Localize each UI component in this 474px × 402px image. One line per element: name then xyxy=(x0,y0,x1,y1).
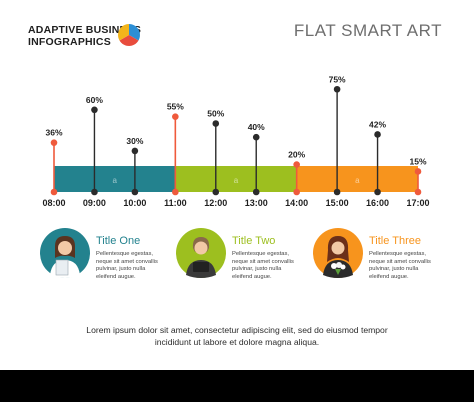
value-label-15:00: 75% xyxy=(329,74,346,84)
pie-logo-slice-blue xyxy=(129,24,140,41)
value-label-17:00: 15% xyxy=(409,156,426,166)
band-label-2: a xyxy=(234,176,239,185)
value-label-10:00: 30% xyxy=(126,136,143,146)
timeline-band-1 xyxy=(54,166,176,192)
band-label-3: a xyxy=(355,176,360,185)
time-label-17:00: 17:00 xyxy=(406,198,429,208)
stem-top-dot-10:00 xyxy=(131,147,139,155)
stem-base-dot-14:00 xyxy=(293,188,300,196)
stem-base-dot-10:00 xyxy=(131,188,139,196)
info-card-two: Title Two Pellentesque egestas, neque si… xyxy=(176,228,314,290)
footer-text: Lorem ipsum dolor sit amet, consectetur … xyxy=(86,325,388,347)
time-label-11:00: 11:00 xyxy=(164,198,187,208)
value-label-09:00: 60% xyxy=(86,95,103,105)
band-label-1: a xyxy=(112,176,117,185)
value-label-12:00: 50% xyxy=(207,109,224,119)
stem-top-dot-14:00 xyxy=(293,161,300,168)
avatar-woman-flowers-icon xyxy=(313,228,363,278)
avatar-woman-tablet-icon xyxy=(176,228,226,278)
time-label-16:00: 16:00 xyxy=(366,198,389,208)
bottom-dark-bar xyxy=(0,370,474,402)
stem-top-dot-15:00 xyxy=(333,85,341,93)
card-text-one: Pellentesque egestas, neque sit amet con… xyxy=(96,251,158,280)
pie-logo-slice-yellow xyxy=(118,24,129,41)
stem-top-dot-13:00 xyxy=(252,133,260,141)
avatar-woman-documents-icon xyxy=(40,228,90,278)
info-card-three: Title Three Pellentesque egestas, neque … xyxy=(313,228,451,290)
time-label-10:00: 10:00 xyxy=(123,198,146,208)
time-label-08:00: 08:00 xyxy=(42,198,65,208)
stem-top-dot-12:00 xyxy=(212,120,220,127)
card-title-three: Title Three xyxy=(369,235,421,247)
card-text-two: Pellentesque egestas, neque sit amet con… xyxy=(232,251,294,280)
stem-base-dot-09:00 xyxy=(91,188,98,196)
stem-base-dot-17:00 xyxy=(414,188,422,196)
time-label-14:00: 14:00 xyxy=(285,198,308,208)
stem-base-dot-12:00 xyxy=(212,188,220,196)
card-title-two: Title Two xyxy=(232,235,276,247)
stem-top-dot-11:00 xyxy=(172,113,179,120)
stem-base-dot-11:00 xyxy=(172,188,179,196)
stem-top-dot-17:00 xyxy=(414,168,422,175)
time-label-09:00: 09:00 xyxy=(83,198,106,208)
timeline-chart: a a a 36% 08:00 60% 09:00 30% 10:00 55% 11:00 50% 12… xyxy=(42,74,429,208)
stem-top-dot-16:00 xyxy=(374,131,381,138)
time-label-12:00: 12:00 xyxy=(204,198,227,208)
card-title-one: Title One xyxy=(96,235,141,247)
value-label-14:00: 20% xyxy=(288,150,305,160)
value-label-08:00: 36% xyxy=(45,128,62,138)
stem-base-dot-15:00 xyxy=(333,188,341,196)
info-card-one: Title One Pellentesque egestas, neque si… xyxy=(40,228,178,290)
value-label-13:00: 40% xyxy=(248,122,265,132)
time-label-13:00: 13:00 xyxy=(245,198,268,208)
pie-logo-icon xyxy=(118,24,140,46)
page-title: FLAT SMART ART xyxy=(293,21,442,40)
stem-top-dot-08:00 xyxy=(50,139,58,146)
stem-base-dot-13:00 xyxy=(252,188,260,196)
stem-base-dot-08:00 xyxy=(50,188,58,196)
brand-line-2: INFOGRAPHICS xyxy=(28,36,111,48)
timeline-band-2 xyxy=(175,166,297,192)
pie-logo-slice-red xyxy=(119,35,139,46)
timeline-band-3 xyxy=(296,166,418,192)
time-label-15:00: 15:00 xyxy=(326,198,349,208)
card-text-three: Pellentesque egestas, neque sit amet con… xyxy=(369,251,431,280)
value-label-16:00: 42% xyxy=(369,119,386,129)
stem-top-dot-09:00 xyxy=(91,106,98,114)
brand-title: ADAPTIVE BUSINESS INFOGRAPHICS xyxy=(28,24,141,48)
value-label-11:00: 55% xyxy=(167,102,184,112)
stem-base-dot-16:00 xyxy=(374,188,381,196)
brand-line-1: ADAPTIVE BUSINESS xyxy=(28,24,142,36)
